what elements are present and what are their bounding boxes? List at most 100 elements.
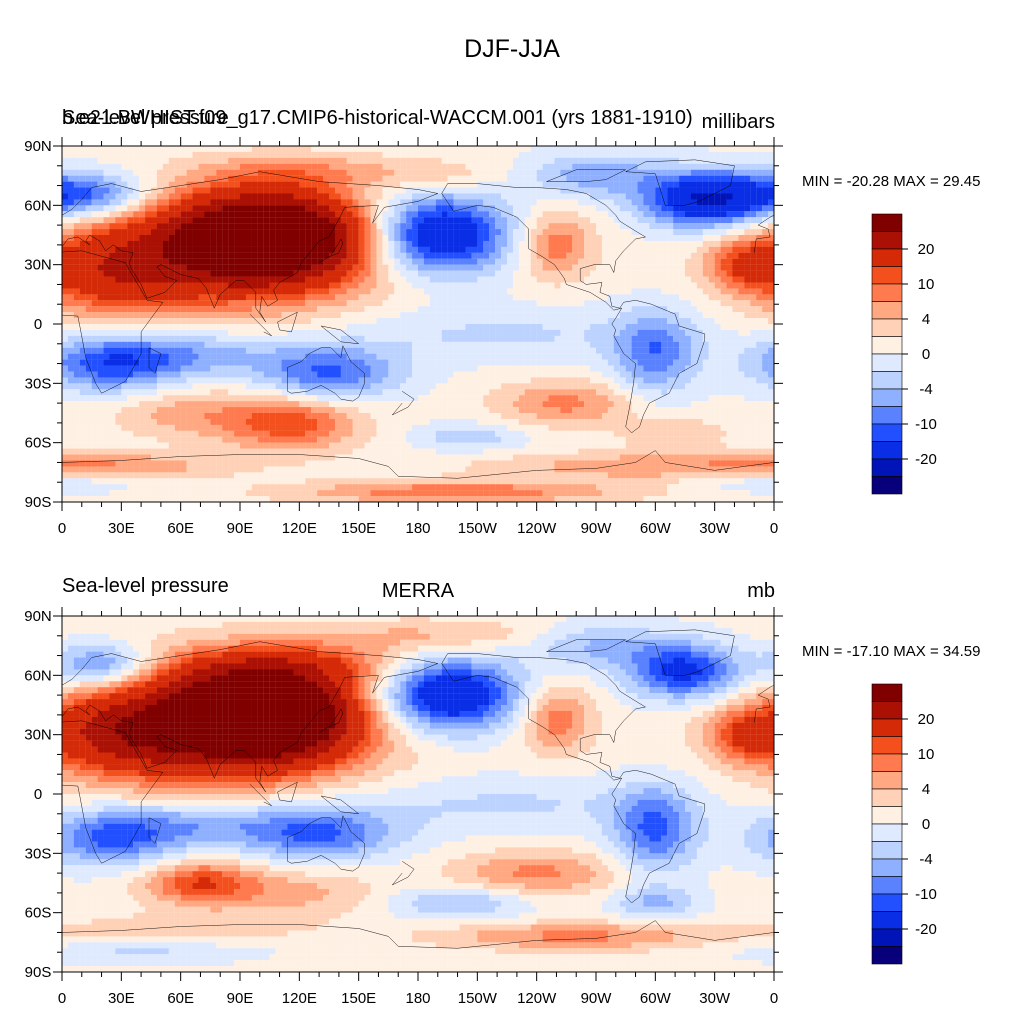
colorbar-tick-label: 20: [918, 711, 935, 728]
colorbar-swatch: [871, 248, 903, 267]
colorbar-swatch: [871, 946, 903, 965]
coastline-segment: [392, 861, 414, 885]
colorbar-swatch: [871, 736, 903, 755]
y-tick-label: 0: [34, 316, 42, 333]
y-tick-label: 30N: [24, 727, 52, 744]
colorbar-tick-label: 0: [922, 346, 930, 363]
panel-top-title-overprint: b.e21.BWHIST.f09_g17.CMIP6-historical-WA…: [62, 107, 693, 129]
panel-top-stats: MIN = -20.28 MAX = 29.45: [802, 173, 980, 190]
colorbar-tick-label: 0: [922, 816, 930, 833]
colorbar-tick-label: 4: [922, 781, 930, 798]
x-tick-label: 180: [405, 990, 430, 1007]
x-tick-label: 90E: [227, 990, 254, 1007]
coastline-segment: [754, 685, 774, 723]
colorbar-swatch: [871, 876, 903, 895]
y-tick-label: 0: [34, 786, 42, 803]
x-tick-label: 120E: [282, 990, 317, 1007]
coastline-segment: [321, 796, 359, 814]
colorbar-swatch: [871, 788, 903, 807]
colorbar-swatch: [871, 823, 903, 842]
map-top: [26, 146, 774, 502]
y-axis-ticks-top: 90N 60N 30N 0 30S 60S 90S: [24, 138, 783, 511]
coastlines-top: [26, 160, 774, 478]
coastline-segment: [547, 170, 626, 182]
y-tick-label: 30N: [24, 257, 52, 274]
x-tick-label: 180: [405, 520, 430, 537]
panel-bottom: Sea-level pressure MERRA mb 0 30E 60E 90E 12…: [24, 575, 980, 1007]
colorbar-swatch: [871, 893, 903, 912]
colorbar-tick-label: 20: [918, 241, 935, 258]
coastline-segment: [149, 818, 161, 844]
coastline-segment: [442, 184, 705, 433]
panel-top: Sea-level pressure b.e21.BWHIST.f09_g17.…: [24, 107, 980, 537]
x-tick-label: 150W: [458, 990, 498, 1007]
colorbar-swatch: [871, 301, 903, 320]
colorbar-swatch: [871, 336, 903, 355]
colorbar-swatch: [871, 388, 903, 407]
y-tick-label: 60S: [25, 435, 52, 452]
colorbar-swatch: [871, 841, 903, 860]
colorbar-swatch: [871, 701, 903, 720]
colorbar-swatch: [871, 911, 903, 930]
coastline-segment: [626, 630, 735, 675]
x-tick-label: 150E: [341, 990, 376, 1007]
colorbar-swatch: [871, 283, 903, 302]
colorbar-tick-label: -20: [915, 921, 937, 938]
coastline-segment: [626, 160, 735, 205]
panel-top-units: millibars: [702, 111, 775, 133]
coastline-segment: [62, 642, 438, 792]
colorbar-bottom: 20 10 4 0 -4 -10 -20: [871, 683, 937, 965]
x-tick-label: 120E: [282, 520, 317, 537]
colorbar-top: 20 10 4 0 -4 -10 -20: [871, 213, 937, 495]
colorbar-tick-label: 4: [922, 311, 930, 328]
colorbar-swatch: [871, 683, 903, 702]
colorbar-swatch: [871, 371, 903, 390]
panel-bottom-units: mb: [747, 580, 775, 602]
heatmap-field-bottom: [62, 616, 774, 972]
y-tick-label: 30S: [25, 845, 52, 862]
y-tick-label: 90N: [24, 608, 52, 625]
map-bottom: [26, 616, 774, 972]
x-tick-label: 150W: [458, 520, 498, 537]
coastline-segment: [321, 326, 359, 344]
colorbar-swatch: [871, 441, 903, 460]
coastline-segment: [62, 921, 774, 949]
coastline-segment: [547, 640, 626, 652]
colorbar-swatch: [871, 353, 903, 372]
coastline-segment: [26, 251, 162, 393]
panel-top-title-left: Sea-level pressure: [62, 107, 229, 129]
colorbar-swatch: [871, 406, 903, 425]
x-tick-label: 150E: [341, 520, 376, 537]
colorbar-swatch: [871, 928, 903, 947]
colorbar-swatch: [871, 476, 903, 495]
x-tick-label: 0: [770, 520, 778, 537]
x-tick-label: 60E: [167, 990, 194, 1007]
colorbar-swatch: [871, 318, 903, 337]
x-tick-label: 90E: [227, 520, 254, 537]
coastline-segment: [149, 348, 161, 374]
colorbar-swatch: [871, 771, 903, 790]
x-tick-label: 120W: [517, 990, 557, 1007]
y-axis-ticks-bottom: 90N 60N 30N 0 30S 60S 90S: [24, 608, 783, 981]
colorbar-swatch: [871, 718, 903, 737]
colorbar-swatch: [871, 231, 903, 250]
coastlines-bottom: [26, 630, 774, 948]
coastline-segment: [287, 816, 364, 871]
y-tick-label: 90N: [24, 138, 52, 155]
panel-bottom-title-left: Sea-level pressure: [62, 575, 229, 597]
colorbar-swatch: [871, 858, 903, 877]
x-tick-label: 30W: [699, 520, 731, 537]
y-tick-label: 60S: [25, 905, 52, 922]
coastline-segment: [319, 239, 343, 263]
x-tick-label: 30E: [108, 520, 135, 537]
x-tick-label: 120W: [517, 520, 557, 537]
x-tick-label: 0: [770, 990, 778, 1007]
coastline-segment: [278, 782, 298, 802]
panel-bottom-stats: MIN = -17.10 MAX = 34.59: [802, 643, 980, 660]
coastline-segment: [26, 721, 162, 863]
coastline-segment: [278, 312, 298, 332]
colorbar-tick-label: -20: [915, 451, 937, 468]
colorbar-tick-label: -4: [919, 381, 932, 398]
x-tick-label: 30W: [699, 990, 731, 1007]
